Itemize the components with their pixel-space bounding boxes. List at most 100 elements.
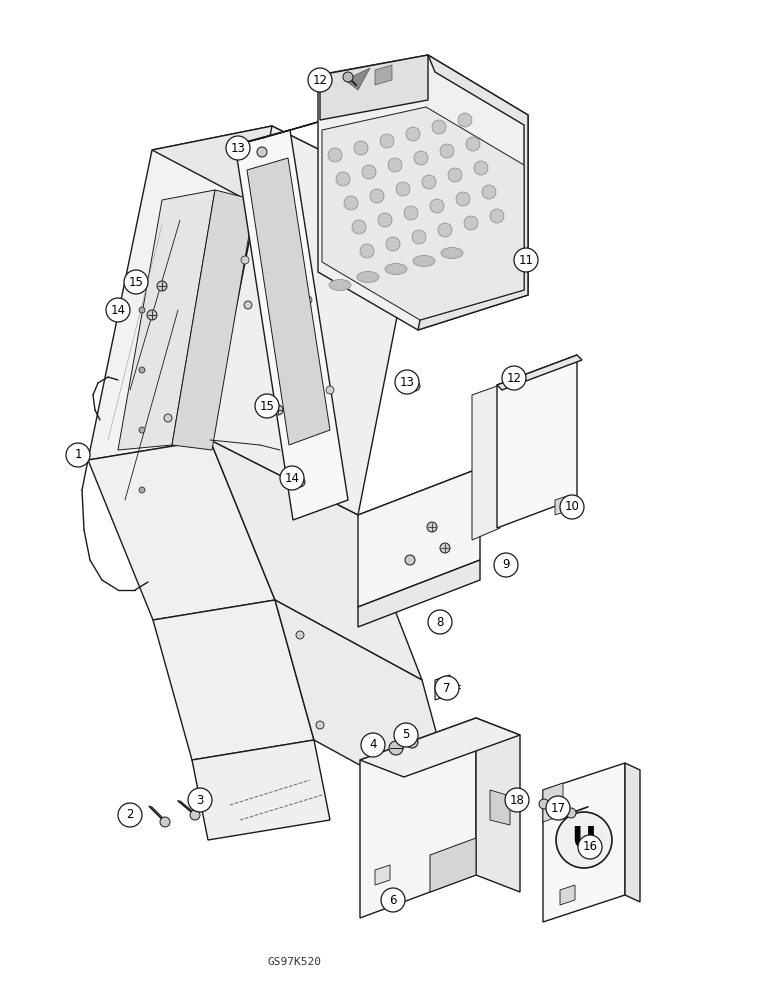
Text: 7: 7 (443, 682, 451, 694)
Polygon shape (358, 468, 480, 607)
Ellipse shape (413, 255, 435, 266)
Circle shape (188, 788, 212, 812)
Circle shape (118, 803, 142, 827)
Circle shape (380, 134, 394, 148)
Polygon shape (153, 600, 314, 760)
Polygon shape (476, 718, 520, 892)
Circle shape (556, 812, 612, 868)
Circle shape (106, 298, 130, 322)
Polygon shape (358, 560, 480, 627)
Circle shape (406, 736, 418, 748)
Polygon shape (210, 440, 422, 680)
Circle shape (490, 209, 504, 223)
Circle shape (410, 381, 420, 391)
Circle shape (362, 165, 376, 179)
Circle shape (244, 301, 252, 309)
Ellipse shape (441, 247, 463, 258)
Circle shape (257, 147, 267, 157)
Circle shape (394, 723, 418, 747)
Circle shape (295, 477, 305, 487)
Circle shape (448, 168, 462, 182)
Polygon shape (88, 440, 275, 620)
Polygon shape (235, 122, 318, 145)
Circle shape (147, 310, 157, 320)
Polygon shape (358, 468, 492, 528)
Circle shape (378, 213, 392, 227)
Circle shape (296, 631, 304, 639)
Text: GS97K520: GS97K520 (268, 957, 322, 967)
Polygon shape (247, 158, 330, 445)
Circle shape (360, 244, 374, 258)
Text: 16: 16 (583, 840, 598, 854)
Circle shape (430, 199, 444, 213)
Circle shape (139, 307, 145, 313)
Ellipse shape (329, 279, 351, 290)
Polygon shape (118, 190, 215, 450)
Circle shape (502, 366, 526, 390)
Circle shape (66, 443, 90, 467)
Circle shape (414, 151, 428, 165)
Circle shape (458, 113, 472, 127)
Circle shape (539, 799, 549, 809)
Circle shape (388, 158, 402, 172)
Text: 5: 5 (402, 728, 410, 742)
Polygon shape (555, 495, 570, 515)
Circle shape (456, 192, 470, 206)
Text: 4: 4 (369, 738, 377, 752)
Circle shape (124, 270, 148, 294)
Circle shape (336, 172, 350, 186)
Polygon shape (360, 718, 476, 918)
Text: 9: 9 (503, 558, 510, 572)
Circle shape (404, 206, 418, 220)
Polygon shape (360, 718, 520, 777)
Polygon shape (472, 385, 500, 540)
Text: 10: 10 (564, 500, 580, 514)
Circle shape (386, 237, 400, 251)
Circle shape (494, 553, 518, 577)
Polygon shape (318, 55, 528, 330)
Polygon shape (172, 190, 255, 450)
Polygon shape (152, 126, 420, 228)
Circle shape (352, 220, 366, 234)
Circle shape (280, 466, 304, 490)
Circle shape (344, 196, 358, 210)
Text: 15: 15 (259, 399, 274, 412)
Circle shape (241, 256, 249, 264)
Circle shape (157, 281, 167, 291)
Circle shape (422, 175, 436, 189)
Text: 13: 13 (400, 375, 415, 388)
Ellipse shape (385, 263, 407, 274)
Circle shape (326, 386, 334, 394)
Text: 14: 14 (110, 304, 126, 316)
Circle shape (474, 161, 488, 175)
Circle shape (304, 296, 312, 304)
Circle shape (466, 137, 480, 151)
Circle shape (566, 808, 576, 818)
Polygon shape (490, 790, 510, 825)
Text: U: U (572, 826, 596, 854)
Polygon shape (418, 55, 528, 330)
Circle shape (395, 370, 419, 394)
Text: 12: 12 (313, 74, 327, 87)
Circle shape (406, 127, 420, 141)
Circle shape (160, 817, 170, 827)
Circle shape (276, 389, 284, 397)
Circle shape (226, 136, 250, 160)
Circle shape (514, 248, 538, 272)
Circle shape (316, 721, 324, 729)
Text: 1: 1 (74, 448, 82, 462)
Polygon shape (210, 126, 420, 515)
Circle shape (343, 72, 353, 82)
Text: 15: 15 (129, 275, 144, 288)
Circle shape (308, 68, 332, 92)
Circle shape (361, 733, 385, 757)
Circle shape (396, 182, 410, 196)
Polygon shape (345, 68, 370, 90)
Polygon shape (560, 885, 575, 905)
Text: 2: 2 (127, 808, 134, 822)
Text: 12: 12 (506, 371, 522, 384)
Circle shape (412, 230, 426, 244)
Polygon shape (625, 763, 640, 902)
Circle shape (370, 189, 384, 203)
Circle shape (255, 394, 279, 418)
